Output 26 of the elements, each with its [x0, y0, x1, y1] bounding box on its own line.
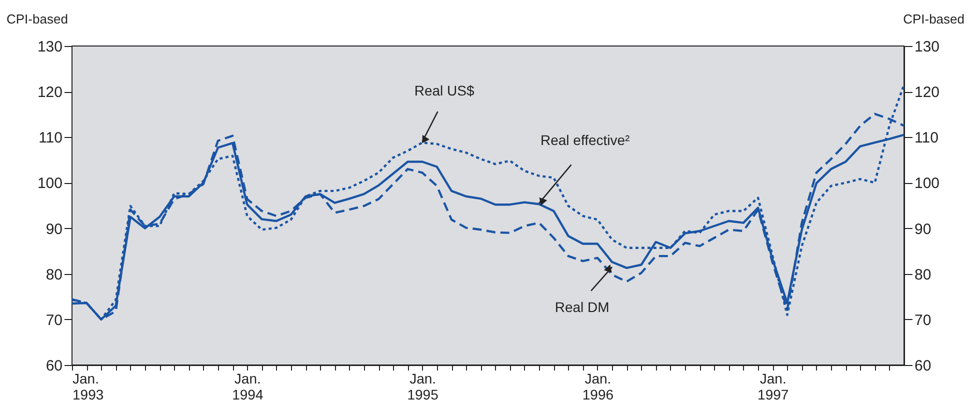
y-tick-label: 110 [38, 130, 62, 147]
y2-tick-label: 90 [914, 220, 932, 238]
y2-tick-label: 110 [914, 130, 938, 147]
x-tick-label: Jan. 1997 [758, 370, 789, 402]
y-tick-label: 100 [37, 175, 62, 192]
y-tick-label: 80 [46, 266, 62, 284]
y-tick-label: 60 [46, 358, 62, 374]
y-tick-label: 70 [46, 312, 62, 329]
y2-tick-label: 130 [914, 38, 940, 56]
y2-tick-label: 80 [914, 266, 932, 284]
y-tick-label: 130 [37, 38, 62, 56]
y2-tick-label: 70 [914, 312, 932, 329]
y-tick-label: 120 [37, 84, 62, 102]
annotation: Real effective² [540, 132, 630, 148]
y-tick-label: 90 [46, 220, 62, 238]
y2-tick-label: 120 [914, 84, 940, 102]
x-tick-label: Jan. 1993 [72, 370, 104, 402]
x-tick-label: Jan. 1995 [407, 370, 439, 402]
y2-tick-label: 100 [914, 175, 940, 192]
annotation: Real DM [554, 299, 610, 316]
annotation: Real US$ [414, 82, 474, 99]
y2-tick-label: 60 [914, 358, 932, 374]
x-tick-label: Jan. 1994 [232, 370, 264, 402]
x-tick-label: Jan. 1996 [582, 370, 614, 402]
y-axis-title: CPI-based [6, 12, 68, 26]
y2-axis-title: CPI-based [903, 12, 964, 26]
